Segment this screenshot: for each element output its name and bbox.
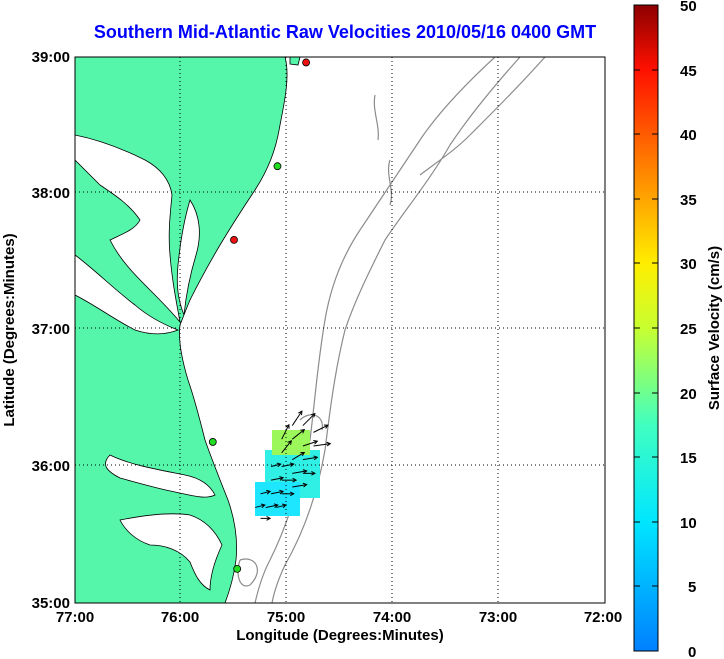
velocity-vector	[255, 503, 266, 509]
velocity-vector	[291, 428, 306, 440]
radar-site-marker	[230, 236, 238, 244]
velocity-vector	[265, 503, 279, 509]
velocity-vectors	[255, 410, 332, 521]
colorbar-tick-label: 20	[680, 386, 697, 403]
velocity-vector	[292, 469, 308, 474]
velocity-vector	[271, 489, 285, 495]
y-axis-label: Latitude (Degrees:Minutes)	[1, 233, 18, 426]
velocity-vector	[302, 412, 316, 426]
x-tick-label: 76:00	[161, 609, 199, 626]
y-tick-label: 37:00	[32, 321, 70, 338]
velocity-vector	[302, 440, 319, 447]
bathymetry-contours	[237, 57, 546, 603]
radar-site-marker	[302, 58, 310, 67]
x-tick-label: 77:00	[56, 609, 94, 626]
velocity-vector	[313, 424, 329, 433]
velocity-vector	[281, 440, 292, 454]
velocity-vector	[302, 470, 316, 476]
y-tick-label: 39:00	[32, 49, 70, 66]
y-tick-label: 36:00	[32, 458, 70, 475]
velocity-vector	[281, 491, 295, 497]
colorbar-tick-label: 30	[680, 256, 697, 273]
map-title: Southern Mid-Atlantic Raw Velocities 201…	[93, 22, 597, 42]
velocity-vector	[260, 489, 272, 495]
x-axis-label: Longitude (Degrees:Minutes)	[236, 627, 444, 644]
colorbar-tick-labels: 50 45 40 35 30 25 20 15 10 5 0	[680, 0, 697, 659]
x-tick-label: 72:00	[584, 609, 622, 626]
x-tick-label: 73:00	[479, 609, 517, 626]
colorbar-tick-label: 45	[680, 63, 697, 80]
radar-site-marker	[233, 564, 242, 573]
radar-sites	[208, 58, 310, 573]
plot-frame	[74, 56, 606, 604]
velocity-vector	[292, 451, 306, 461]
velocity-vector	[281, 477, 298, 483]
colorbar-tick-label: 35	[680, 192, 697, 209]
colorbar-tick-label: 0	[688, 644, 696, 659]
colorbar-tick-label: 5	[688, 579, 696, 596]
x-tick-labels: 77:00 76:00 75:00 74:00 73:00 72:00	[56, 609, 622, 626]
velocity-vector	[281, 423, 290, 440]
y-tick-label: 35:00	[32, 595, 70, 612]
y-tick-label: 38:00	[32, 185, 70, 202]
x-tick-label: 74:00	[373, 609, 411, 626]
colorbar-tick-label: 25	[680, 321, 697, 338]
colorbar-label: Surface Velocity (cm/s)	[706, 246, 723, 410]
velocity-vector	[271, 476, 285, 481]
colorbar-tick-label: 40	[680, 127, 697, 144]
velocity-vector	[313, 441, 332, 447]
velocity-vector	[292, 482, 308, 488]
x-tick-label: 75:00	[267, 609, 305, 626]
radar-site-marker	[208, 438, 217, 446]
velocity-vector	[302, 455, 319, 461]
colorbar-ticks	[634, 4, 658, 587]
colorbar-tick-label: 10	[680, 515, 697, 532]
bays	[75, 134, 223, 591]
colorbar-tick-label: 15	[680, 450, 697, 467]
velocity-vector	[260, 516, 272, 521]
velocity-vector	[291, 410, 303, 426]
y-tick-labels: 39:00 38:00 37:00 36:00 35:00	[32, 49, 70, 612]
grid-lines	[75, 57, 605, 603]
colorbar-tick-label: 50	[680, 0, 697, 15]
radar-site-marker	[273, 162, 282, 171]
